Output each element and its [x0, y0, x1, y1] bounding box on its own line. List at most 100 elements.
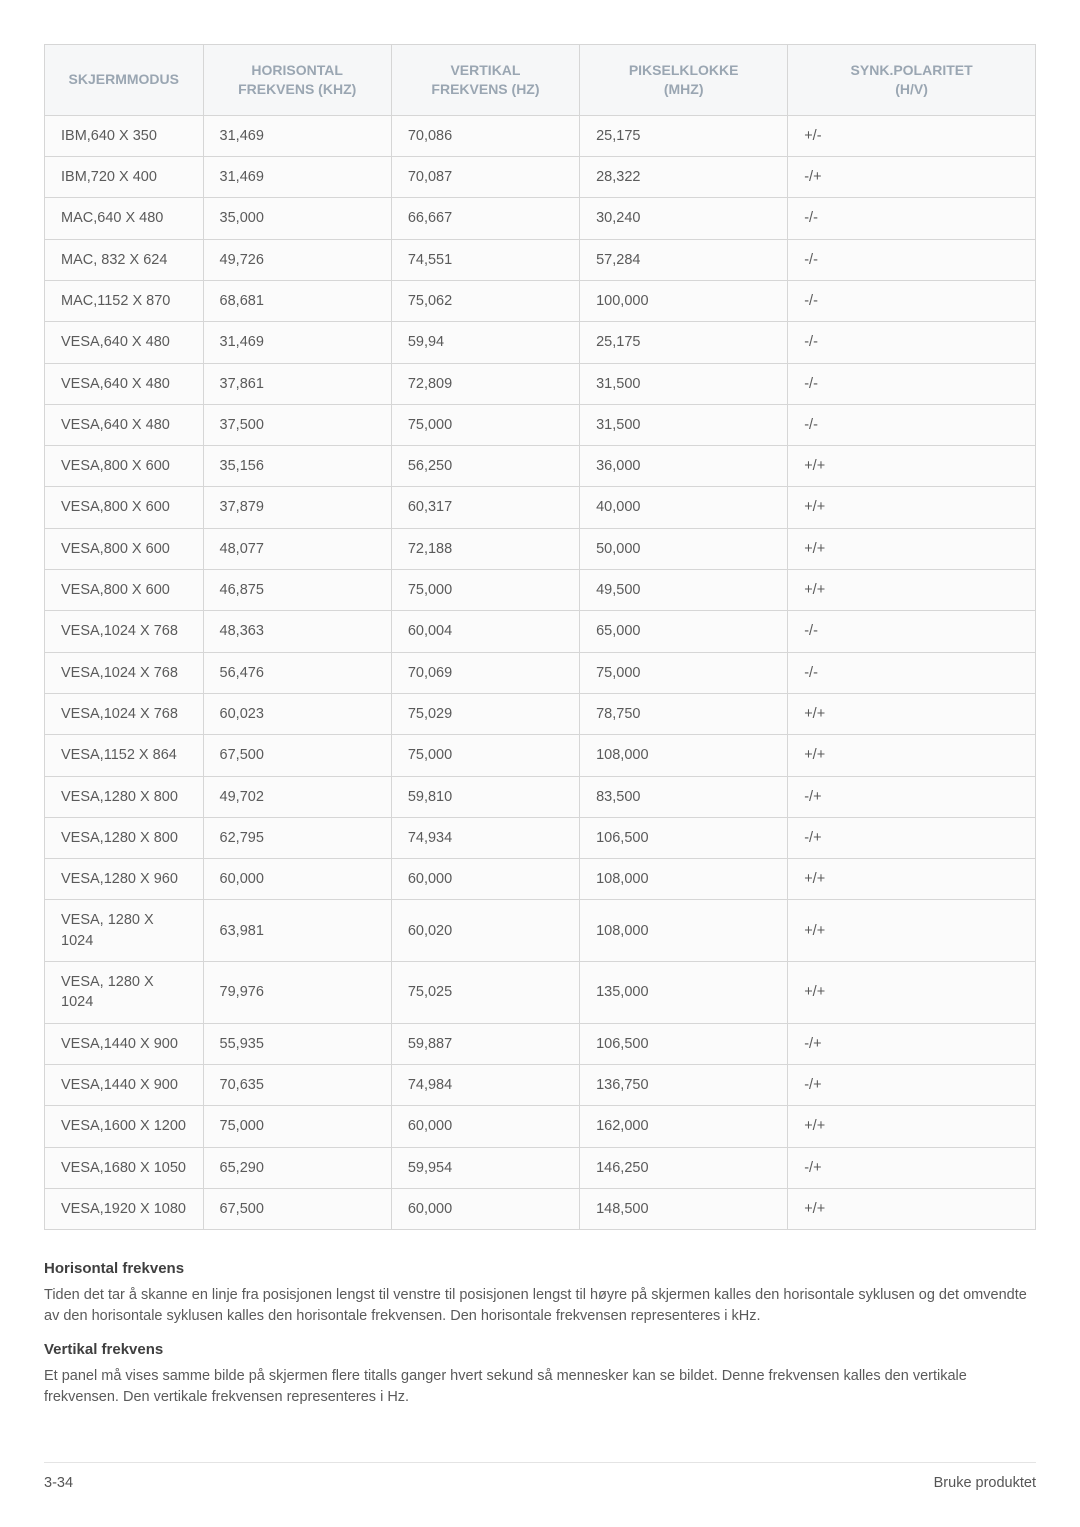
- document-page: SKJERMMODUS HORISONTALFREKVENS (KHZ) VER…: [0, 0, 1080, 1527]
- table-cell: 135,000: [580, 962, 788, 1024]
- table-cell: VESA,800 X 600: [45, 487, 204, 528]
- table-row: VESA,1280 X 96060,00060,000108,000+/+: [45, 859, 1036, 900]
- timing-table: SKJERMMODUS HORISONTALFREKVENS (KHZ) VER…: [44, 44, 1036, 1230]
- table-cell: 48,363: [203, 611, 391, 652]
- table-cell: 148,500: [580, 1188, 788, 1229]
- table-cell: 31,469: [203, 115, 391, 156]
- table-row: VESA,640 X 48037,86172,80931,500-/-: [45, 363, 1036, 404]
- table-cell: MAC,1152 X 870: [45, 280, 204, 321]
- table-cell: -/+: [788, 1147, 1036, 1188]
- table-cell: 83,500: [580, 776, 788, 817]
- table-cell: -/+: [788, 1064, 1036, 1105]
- table-cell: -/-: [788, 611, 1036, 652]
- table-cell: 36,000: [580, 446, 788, 487]
- table-cell: 74,551: [391, 239, 579, 280]
- table-cell: +/+: [788, 962, 1036, 1024]
- table-cell: MAC, 832 X 624: [45, 239, 204, 280]
- table-cell: 78,750: [580, 693, 788, 734]
- table-row: VESA,1280 X 80049,70259,81083,500-/+: [45, 776, 1036, 817]
- table-cell: 37,879: [203, 487, 391, 528]
- table-cell: VESA,640 X 480: [45, 322, 204, 363]
- table-cell: 75,000: [391, 570, 579, 611]
- table-cell: 67,500: [203, 735, 391, 776]
- table-cell: 25,175: [580, 115, 788, 156]
- table-cell: +/+: [788, 1188, 1036, 1229]
- table-cell: IBM,720 X 400: [45, 157, 204, 198]
- table-cell: 60,000: [391, 1188, 579, 1229]
- table-row: VESA,1024 X 76856,47670,06975,000-/-: [45, 652, 1036, 693]
- table-cell: 60,004: [391, 611, 579, 652]
- table-cell: 70,087: [391, 157, 579, 198]
- table-cell: 74,984: [391, 1064, 579, 1105]
- table-row: IBM,720 X 40031,46970,08728,322-/+: [45, 157, 1036, 198]
- table-row: MAC,1152 X 87068,68175,062100,000-/-: [45, 280, 1036, 321]
- table-cell: VESA,1280 X 960: [45, 859, 204, 900]
- table-cell: 65,000: [580, 611, 788, 652]
- table-cell: +/+: [788, 1106, 1036, 1147]
- table-cell: 48,077: [203, 528, 391, 569]
- table-cell: VESA,1920 X 1080: [45, 1188, 204, 1229]
- table-cell: +/+: [788, 446, 1036, 487]
- table-row: VESA,1680 X 105065,29059,954146,250-/+: [45, 1147, 1036, 1188]
- table-cell: 62,795: [203, 817, 391, 858]
- table-cell: -/-: [788, 239, 1036, 280]
- table-row: VESA,640 X 48037,50075,00031,500-/-: [45, 404, 1036, 445]
- table-row: MAC, 832 X 62449,72674,55157,284-/-: [45, 239, 1036, 280]
- section-label: Bruke produktet: [934, 1475, 1036, 1491]
- table-row: VESA,1024 X 76848,36360,00465,000-/-: [45, 611, 1036, 652]
- table-cell: VESA, 1280 X 1024: [45, 900, 204, 962]
- col-header-vfreq: VERTIKALFREKVENS (HZ): [391, 45, 579, 116]
- table-cell: 46,875: [203, 570, 391, 611]
- col-header-hfreq: HORISONTALFREKVENS (KHZ): [203, 45, 391, 116]
- table-cell: +/+: [788, 570, 1036, 611]
- col-header-sync: SYNK.POLARITET(H/V): [788, 45, 1036, 116]
- table-cell: 75,000: [203, 1106, 391, 1147]
- table-cell: 67,500: [203, 1188, 391, 1229]
- page-number: 3-34: [44, 1475, 73, 1491]
- table-cell: 75,062: [391, 280, 579, 321]
- table-cell: 108,000: [580, 859, 788, 900]
- table-cell: 56,250: [391, 446, 579, 487]
- table-cell: 72,809: [391, 363, 579, 404]
- table-cell: 75,000: [391, 735, 579, 776]
- table-cell: -/-: [788, 322, 1036, 363]
- table-cell: 37,500: [203, 404, 391, 445]
- table-row: VESA, 1280 X 102479,97675,025135,000+/+: [45, 962, 1036, 1024]
- table-cell: 56,476: [203, 652, 391, 693]
- table-cell: +/+: [788, 528, 1036, 569]
- col-header-pix: PIKSELKLOKKE(MHZ): [580, 45, 788, 116]
- table-body: IBM,640 X 35031,46970,08625,175+/-IBM,72…: [45, 115, 1036, 1229]
- table-cell: 72,188: [391, 528, 579, 569]
- table-cell: 49,702: [203, 776, 391, 817]
- table-cell: VESA,1600 X 1200: [45, 1106, 204, 1147]
- table-cell: -/-: [788, 280, 1036, 321]
- table-cell: -/+: [788, 776, 1036, 817]
- table-cell: +/+: [788, 735, 1036, 776]
- table-cell: VESA,1280 X 800: [45, 776, 204, 817]
- table-cell: 30,240: [580, 198, 788, 239]
- table-cell: 49,726: [203, 239, 391, 280]
- hf-text: Tiden det tar å skanne en linje fra posi…: [44, 1285, 1036, 1327]
- table-row: VESA,1440 X 90055,93559,887106,500-/+: [45, 1023, 1036, 1064]
- table-cell: 37,861: [203, 363, 391, 404]
- table-cell: 28,322: [580, 157, 788, 198]
- table-cell: VESA, 1280 X 1024: [45, 962, 204, 1024]
- table-row: VESA,800 X 60035,15656,25036,000+/+: [45, 446, 1036, 487]
- vf-text: Et panel må vises samme bilde på skjerme…: [44, 1366, 1036, 1408]
- table-cell: 40,000: [580, 487, 788, 528]
- table-row: VESA,640 X 48031,46959,9425,175-/-: [45, 322, 1036, 363]
- table-cell: 50,000: [580, 528, 788, 569]
- table-cell: 75,025: [391, 962, 579, 1024]
- table-cell: 59,810: [391, 776, 579, 817]
- col-header-mode: SKJERMMODUS: [45, 45, 204, 116]
- table-cell: 63,981: [203, 900, 391, 962]
- table-cell: -/+: [788, 1023, 1036, 1064]
- vf-title: Vertikal frekvens: [44, 1341, 1036, 1358]
- table-cell: 70,635: [203, 1064, 391, 1105]
- table-cell: -/-: [788, 363, 1036, 404]
- table-cell: 106,500: [580, 817, 788, 858]
- table-header: SKJERMMODUS HORISONTALFREKVENS (KHZ) VER…: [45, 45, 1036, 116]
- table-cell: 66,667: [391, 198, 579, 239]
- table-cell: 146,250: [580, 1147, 788, 1188]
- table-row: VESA,800 X 60048,07772,18850,000+/+: [45, 528, 1036, 569]
